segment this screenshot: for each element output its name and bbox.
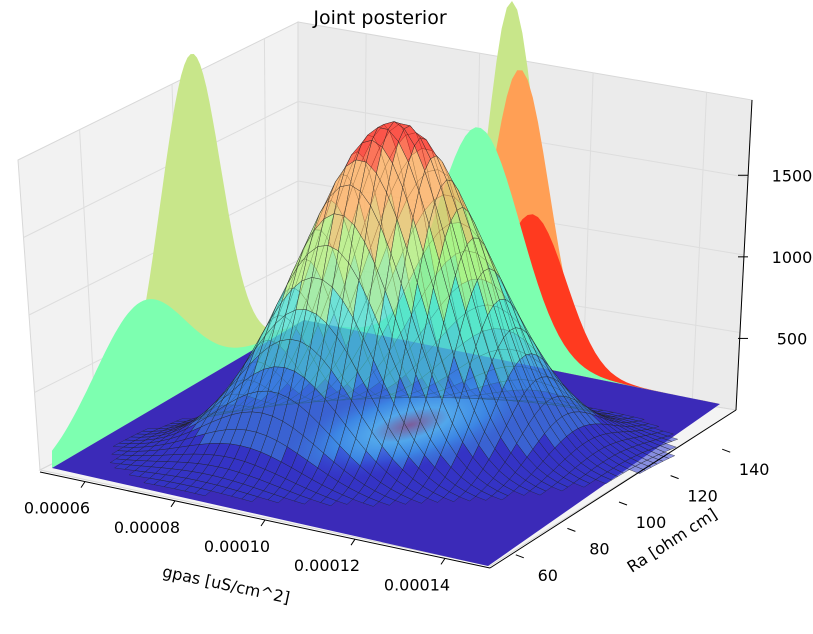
surface-cell	[475, 490, 493, 501]
x-axis-title: gpas [uS/cm^2]	[161, 562, 292, 608]
surface-cell	[362, 497, 380, 507]
surface-cell	[336, 494, 354, 505]
x-tick-label-1: 0.00008	[114, 518, 180, 537]
x-tick-4	[440, 558, 446, 565]
x-tick-label-3: 0.00012	[294, 556, 360, 575]
y-tick-2	[618, 501, 628, 506]
y-tick-label-2: 100	[636, 513, 667, 532]
y-tick-1	[567, 527, 576, 532]
density-surface	[109, 121, 679, 507]
x-tick-label-0: 0.00006	[24, 499, 90, 518]
surface-cell	[628, 466, 647, 474]
y-tick-0	[515, 554, 524, 559]
y-tick-label-4: 140	[739, 460, 770, 479]
z-tick-label-1: 1000	[772, 248, 813, 267]
axes: 0.00006 0.00008 0.00010 0.00012 0.00014 60 80 1…	[24, 99, 813, 594]
y-tick-3	[670, 475, 679, 480]
x-tick-label-4: 0.00014	[384, 575, 450, 594]
chart-title: Joint posterior	[312, 7, 446, 29]
x-tick-label-2: 0.00010	[204, 537, 270, 556]
surface-cell	[595, 475, 613, 484]
y-tick-label-1: 80	[589, 539, 609, 558]
z-axis-line	[735, 99, 753, 411]
projection-0	[52, 54, 304, 468]
x-tick-1	[170, 500, 176, 508]
y-axis-line	[489, 409, 737, 569]
z-tick-label-0: 500	[777, 329, 808, 348]
x-tick-3	[350, 538, 356, 546]
surface-cell	[573, 478, 591, 488]
z-tick-label-2: 1500	[772, 166, 813, 185]
y-tick-label-3: 120	[687, 487, 718, 506]
surface-cell	[551, 482, 569, 492]
x-tick-0	[80, 481, 86, 488]
x-tick-2	[260, 519, 266, 527]
y-tick-4	[722, 448, 731, 453]
grid-left-h-0	[23, 101, 299, 238]
y-tick-label-0: 60	[538, 566, 558, 585]
surface-cell	[529, 486, 547, 496]
surface-cell	[491, 490, 509, 501]
surface-cell	[426, 492, 444, 503]
projection-1	[52, 299, 304, 468]
